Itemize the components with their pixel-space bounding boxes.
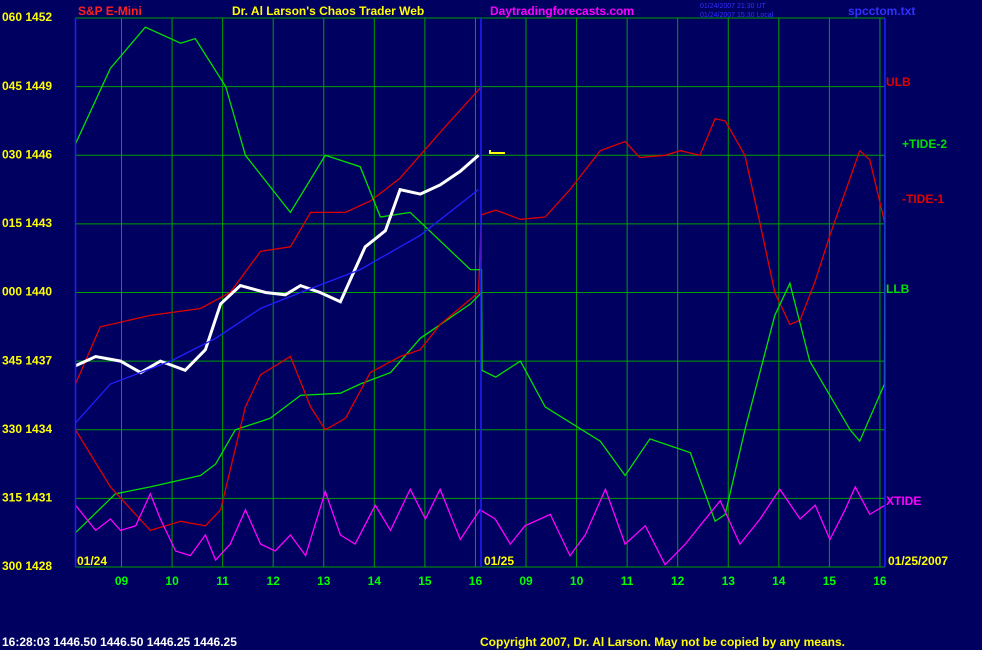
y-tick-label: 330 1434 <box>2 422 52 436</box>
date-label: 01/24 <box>77 554 107 568</box>
series-label: ULB <box>886 75 911 89</box>
date-label: 01/25 <box>484 554 514 568</box>
marker <box>489 150 505 154</box>
x-tick-label: 14 <box>368 574 382 588</box>
x-tick-label: 11 <box>216 574 229 588</box>
website: Daytradingforecasts.com <box>490 4 634 18</box>
y-tick-label: 000 1440 <box>2 285 52 299</box>
x-tick-label: 12 <box>671 574 685 588</box>
y-tick-label: 300 1428 <box>2 559 52 573</box>
x-tick-label: 14 <box>772 574 786 588</box>
y-tick-label: 015 1443 <box>2 216 52 230</box>
series-line <box>74 154 480 375</box>
series-label: -TIDE-1 <box>902 192 944 206</box>
y-tick-label: 045 1449 <box>2 79 52 93</box>
y-tick-label: 060 1452 <box>2 10 52 24</box>
x-tick-label: 09 <box>519 574 533 588</box>
series-line <box>74 26 886 523</box>
copyright: Copyright 2007, Dr. Al Larson. May not b… <box>480 635 845 649</box>
x-tick-label: 15 <box>823 574 837 588</box>
x-tick-label: 11 <box>621 574 634 588</box>
series-line <box>75 292 482 534</box>
x-tick-label: 10 <box>165 574 179 588</box>
series-label: +TIDE-2 <box>902 137 947 151</box>
chart-title: Dr. Al Larson's Chaos Trader Web <box>232 4 424 18</box>
y-tick-label: 345 1437 <box>2 353 52 367</box>
date-label: 01/25/2007 <box>888 554 948 568</box>
x-tick-label: 13 <box>317 574 331 588</box>
series-label: XTIDE <box>886 494 921 508</box>
x-tick-label: 12 <box>267 574 281 588</box>
x-tick-label: 09 <box>115 574 129 588</box>
x-tick-label: 15 <box>418 574 432 588</box>
y-tick-label: 315 1431 <box>2 491 52 505</box>
series-line <box>74 485 886 566</box>
x-tick-label: 16 <box>873 574 887 588</box>
instrument: S&P E-Mini <box>78 4 142 18</box>
lines <box>74 26 886 566</box>
y-tick-label: 030 1446 <box>2 147 52 161</box>
series-line <box>74 117 886 532</box>
timestamp: 01/24/2007 15:30 Local <box>700 12 774 19</box>
series-line <box>74 86 482 385</box>
series-label: LLB <box>886 282 910 296</box>
x-tick-label: 16 <box>469 574 483 588</box>
x-tick-label: 13 <box>722 574 736 588</box>
series-line <box>75 189 479 424</box>
timestamp: 01/24/2007 21:30 UT <box>700 3 766 10</box>
x-tick-label: 10 <box>570 574 584 588</box>
file-name: spcctom.txt <box>848 4 915 18</box>
status-line: 16:28:03 1446.50 1446.50 1446.25 1446.25 <box>2 635 237 649</box>
